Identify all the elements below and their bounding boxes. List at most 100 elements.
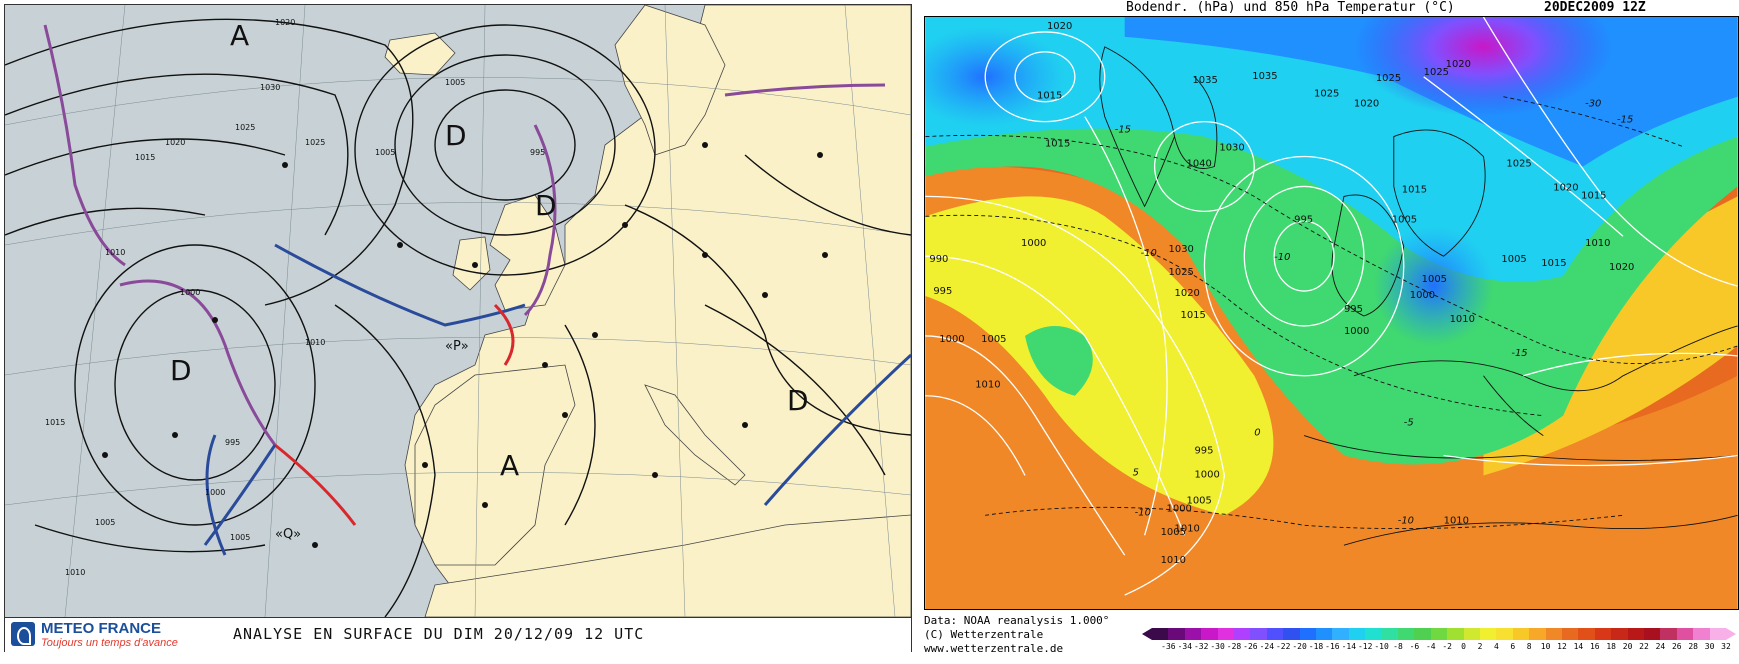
colorbar-tick-label: -18	[1308, 642, 1324, 651]
isotherm-label: -30	[1585, 99, 1601, 110]
surface-analysis-footer: METEO FRANCE Toujours un temps d'avance …	[5, 617, 911, 652]
colorbar-cell	[1348, 628, 1366, 640]
cold-core-north	[1353, 17, 1614, 117]
reanalysis-panel: Bodendr. (hPa) und 850 hPa Temperatur (°…	[924, 0, 1739, 664]
colorbar-tick-label: 32	[1721, 642, 1731, 651]
isobar-label: 1030	[260, 83, 280, 92]
colorbar-cell	[1381, 628, 1399, 640]
meteo-france-logo-icon	[11, 622, 35, 646]
isobar-label: 1000	[180, 288, 200, 297]
isobar-label: 995	[1294, 214, 1313, 225]
isobar-label: 1025	[305, 138, 325, 147]
isobar-label: 1020	[165, 138, 185, 147]
colorbar-cell	[1693, 628, 1711, 640]
isobar-label: 990	[929, 254, 948, 265]
isotherm-label: -15	[1115, 125, 1131, 136]
isobar-label: 1015	[1541, 258, 1566, 269]
north-africa	[424, 514, 911, 617]
isotherm-label: 5	[1133, 467, 1139, 478]
isobar-label: 1000	[939, 334, 964, 345]
isobar-label: 1025	[1314, 89, 1339, 100]
colorbar-cell	[1480, 628, 1497, 640]
reanalysis-footer: Data: NOAA reanalysis 1.000° (C) Wetterz…	[924, 612, 1739, 664]
high-center: A	[500, 449, 519, 482]
isobar-label: 1015	[1037, 91, 1062, 102]
warm-front-atlantic	[274, 443, 357, 526]
isobar-label: 1015	[1045, 139, 1070, 150]
isotherm-label: -10	[1141, 248, 1157, 259]
occluded-front-east	[724, 83, 886, 97]
isobar-label: 1015	[1181, 310, 1206, 321]
colorbar-cell	[1316, 628, 1333, 640]
isobar-label: 995	[225, 438, 240, 447]
colorbar-cell	[1594, 628, 1612, 640]
colorbar-tick-label: -2	[1442, 642, 1453, 651]
colorbar-cell	[1332, 628, 1350, 640]
isobar-label: 1005	[1161, 527, 1186, 538]
brand-tagline: Toujours un temps d'avance	[41, 637, 178, 649]
colorbar-tick-label: 30	[1704, 642, 1715, 651]
low-center: D	[445, 119, 467, 152]
isobar-label: 1010	[1585, 238, 1610, 249]
colorbar-cell	[1676, 628, 1694, 640]
temperature-zone-yellow	[925, 196, 1274, 516]
isobar-label: 1020	[1446, 59, 1471, 70]
colorbar-tick-label: 16	[1589, 642, 1600, 651]
isobar-label: 1030	[1219, 143, 1244, 154]
isobar-label: 1005	[375, 148, 395, 157]
isobar-label: 995	[933, 286, 952, 297]
colorbar-cell	[1398, 628, 1415, 640]
colorbar-tick-label: -12	[1357, 642, 1373, 651]
isobar-label: 1035	[1252, 71, 1277, 82]
isobar-label: 1010	[1161, 555, 1186, 566]
colorbar-labels: -36 -34 -32 -30 -28 -26 -24 -22 -20 -18 -16 -14 -12-…	[1142, 642, 1736, 654]
colorbar-tick-label: 0	[1461, 642, 1467, 651]
temperature-zone-lightgreen	[1025, 325, 1093, 396]
colorbar-tick-label: 14	[1573, 642, 1584, 651]
isobars	[5, 18, 911, 617]
colorbar-tick-label: 22	[1639, 642, 1649, 651]
colorbar-cell	[1234, 628, 1251, 640]
isobar-label: 1000	[1344, 326, 1369, 337]
isobar-label: 1000	[1410, 290, 1435, 301]
colorbar-tick-label: -14	[1341, 642, 1357, 651]
cold-front-atlantic-1	[203, 444, 277, 546]
colorbar-cell	[1201, 628, 1219, 640]
colorbar-cell	[1578, 628, 1596, 640]
iberia	[414, 364, 576, 566]
colorbar-tick-label: 8	[1526, 642, 1532, 651]
website-text: www.wetterzentrale.de	[924, 642, 1064, 655]
colorbar-tick-label: 26	[1671, 642, 1682, 651]
data-source-text: Data: NOAA reanalysis 1.000°	[924, 614, 1110, 627]
colorbar-cell	[1250, 628, 1268, 640]
isobar-label: 1020	[1047, 21, 1072, 32]
isobar-label: 1010	[1175, 523, 1200, 534]
colorbar-cell	[1496, 628, 1514, 640]
isobar-label: 1020	[1354, 99, 1379, 110]
colorbar-cell	[1414, 628, 1432, 640]
isobar-label: 1005	[981, 334, 1006, 345]
isobar-label: 1010	[1444, 515, 1469, 526]
isobar-label: 1005	[1501, 254, 1526, 265]
low-center: D	[787, 384, 809, 417]
colorbar-arrow-right	[1726, 628, 1736, 640]
reanalysis-map: 1020 1015 1015 1035 1035 1030 1040 1025 …	[924, 16, 1739, 610]
isobar-label: 1040	[1186, 158, 1211, 169]
colorbar-arrow-left	[1142, 628, 1152, 640]
occluded-front-north	[43, 24, 126, 267]
colorbar-cell	[1152, 628, 1169, 640]
colorbar-tick-label: 24	[1655, 642, 1666, 651]
isobar-label: 1020	[1175, 288, 1200, 299]
isobar-label: 1035	[1192, 75, 1217, 86]
colorbar-cell	[1562, 628, 1579, 640]
colorbar-tick-label: -8	[1393, 642, 1403, 651]
colorbar-tick-label: -10	[1374, 642, 1389, 651]
colorbar-tick-label: -32	[1193, 642, 1209, 651]
copyright-text: (C) Wetterzentrale	[924, 628, 1044, 641]
cold-core-west	[925, 26, 1065, 127]
colorbar-tick-label: -4	[1425, 642, 1436, 651]
surface-analysis-panel: A D D D A D «P» «Q» 1030 1025 1020 1015 …	[4, 4, 912, 652]
isobar-label: 1025	[1506, 158, 1531, 169]
colorbar-cell	[1627, 628, 1645, 640]
low-center: D	[535, 189, 557, 222]
